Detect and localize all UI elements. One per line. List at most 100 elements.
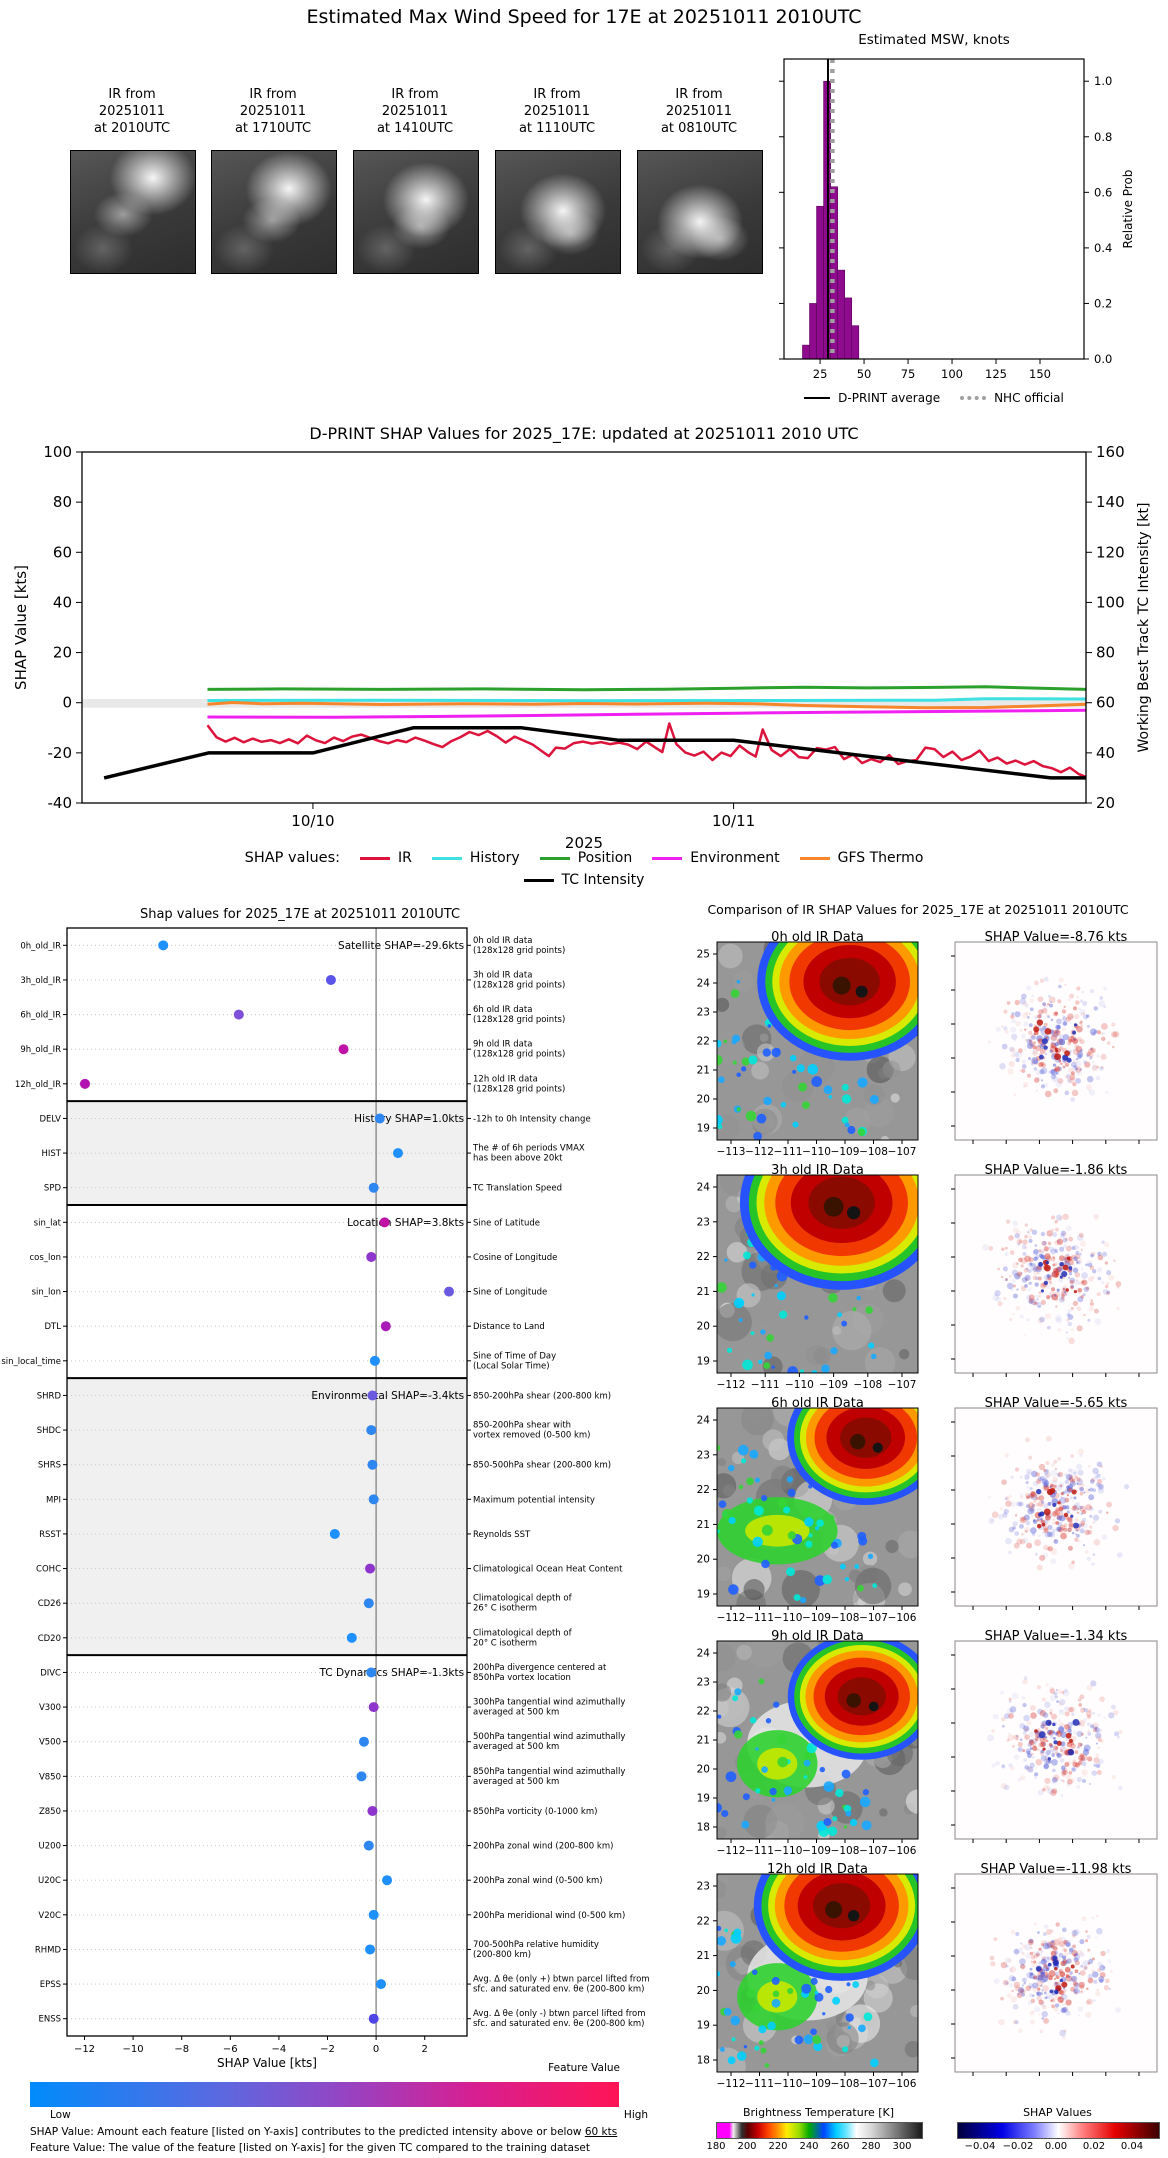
feature-name: 0h_old_IR	[20, 941, 61, 951]
cold-cloud-speckle	[718, 1076, 725, 1084]
shap-speckle	[1050, 1469, 1058, 1477]
shap-speckle	[1045, 1053, 1048, 1056]
shap-speckle	[1085, 1504, 1092, 1511]
shap-speckle	[1024, 1028, 1027, 1031]
feature-description: vortex removed (0-500 km)	[473, 1431, 590, 1441]
histogram-bar	[851, 325, 860, 360]
shap-speckle	[1054, 1314, 1062, 1322]
shap-speckle	[1060, 1495, 1063, 1499]
shap-speckle	[1093, 1726, 1097, 1730]
shap-speckle	[1071, 1977, 1076, 1981]
feature-description: Reynolds SST	[473, 1530, 531, 1540]
timeseries-title: D-PRINT SHAP Values for 2025_17E: update…	[309, 424, 859, 443]
cold-cloud-speckle	[743, 1251, 751, 1260]
map-border	[716, 1407, 919, 1607]
caption-line: IR from	[391, 87, 439, 102]
shap-speckle	[1040, 1084, 1046, 1089]
shap-speckle	[1058, 1952, 1064, 1958]
shap-speckle	[1064, 1293, 1068, 1297]
shap-speckle	[1078, 1981, 1085, 1989]
shap-speckle	[1033, 1960, 1037, 1964]
shap-speckle	[1079, 1240, 1086, 1247]
shap-speckle	[1080, 1732, 1084, 1736]
shap-speckle	[1028, 1297, 1035, 1304]
shap-speckle	[1103, 1005, 1107, 1009]
shap-speckle	[1056, 1526, 1062, 1532]
shap-dot	[367, 1390, 378, 1401]
shap-speckle	[1066, 1318, 1070, 1322]
series-history	[207, 697, 1087, 703]
shap-speckle	[1061, 1691, 1065, 1694]
shap-speckle	[1058, 1725, 1065, 1733]
shap-speckle	[1104, 1242, 1110, 1248]
shap-speckle	[1076, 1477, 1081, 1482]
shap-speckle	[1020, 1272, 1023, 1275]
shap-speckle	[1065, 1505, 1070, 1510]
caption-line: IR from	[108, 87, 156, 102]
shap-dot	[365, 1944, 376, 1955]
y-tick-label: 0.8	[1094, 130, 1112, 144]
shap-speckle	[1009, 1708, 1013, 1713]
shap-speckle	[1008, 1983, 1013, 1988]
shap-speckle	[1036, 1298, 1039, 1301]
shap-speckle	[1025, 1278, 1028, 1281]
shap-speckle	[1043, 1469, 1049, 1475]
shap-speckle	[1080, 1520, 1086, 1526]
shap-speckle	[1062, 1959, 1067, 1964]
shap-speckle	[1061, 1009, 1067, 1014]
cold-cloud-speckle	[764, 2063, 770, 2068]
right-tick-label: 140	[1096, 493, 1125, 511]
shap-speckle	[1032, 1050, 1038, 1056]
shap-speckle	[1040, 1755, 1047, 1762]
shap-speckle	[1046, 1325, 1051, 1330]
shap-speckle	[1099, 1696, 1105, 1703]
shap-speckle	[1065, 1730, 1068, 1733]
shap-speckle	[1030, 1705, 1036, 1711]
shap-speckle	[1021, 1533, 1024, 1536]
shap-speckle	[1066, 1253, 1070, 1257]
lat-tick-label: 24	[697, 1415, 711, 1427]
shap-speckle	[1051, 1215, 1056, 1220]
shap-speckle	[1034, 1552, 1038, 1556]
shap-speckle-strong	[1059, 1275, 1063, 1279]
shap-speckle	[1100, 1053, 1107, 1060]
shap-speckle	[1029, 1739, 1034, 1744]
shap-speckle	[1024, 1526, 1030, 1533]
shap-speckle	[1069, 1971, 1073, 1976]
shap-speckle	[987, 1734, 994, 1742]
shap-speckle	[1035, 1758, 1043, 1766]
shap-speckle	[1054, 1239, 1060, 1246]
shap-speckle-strong	[1052, 1955, 1058, 1961]
shap-speckle	[1026, 1750, 1031, 1755]
shap-speckle	[1058, 1266, 1063, 1271]
cold-cloud-speckle	[734, 1730, 743, 1739]
shap-speckle	[1027, 1287, 1032, 1292]
shap-speckle	[1070, 1454, 1074, 1458]
shap-speckle	[1040, 1231, 1046, 1237]
shap-speckle	[1003, 1508, 1009, 1515]
shap-speckle	[1047, 1545, 1054, 1552]
cold-cloud-speckle	[857, 1077, 868, 1088]
shap-speckle	[1041, 1062, 1047, 1068]
shap-speckle	[1051, 1498, 1059, 1505]
shap-speckle	[1051, 1521, 1056, 1526]
shap-speckle	[1092, 1727, 1098, 1733]
cold-cloud-speckle	[717, 1714, 722, 1719]
shap-speckle	[1059, 1497, 1067, 1504]
shap-speckle	[1038, 1249, 1042, 1253]
shap-speckle	[1049, 1003, 1054, 1008]
shap-speckle	[1044, 1943, 1051, 1950]
bt-colorbar	[716, 2122, 923, 2139]
shap-speckle	[1090, 1680, 1097, 1687]
shap-speckle	[1040, 1299, 1046, 1305]
histogram-legend: D-PRINT average NHC official	[700, 391, 1168, 405]
shap-speckle	[1040, 1079, 1044, 1082]
shap-speckle	[1020, 1493, 1024, 1497]
legend-item-dprint-average: D-PRINT average	[804, 391, 940, 405]
shap-speckle	[1016, 1538, 1023, 1545]
shap-speckle	[1025, 1748, 1032, 1754]
cold-cloud-speckle	[841, 1116, 849, 1124]
shap-speckle	[1092, 1514, 1100, 1521]
shap-speckle	[1027, 1471, 1031, 1474]
shap-speckle	[1080, 1024, 1083, 1027]
